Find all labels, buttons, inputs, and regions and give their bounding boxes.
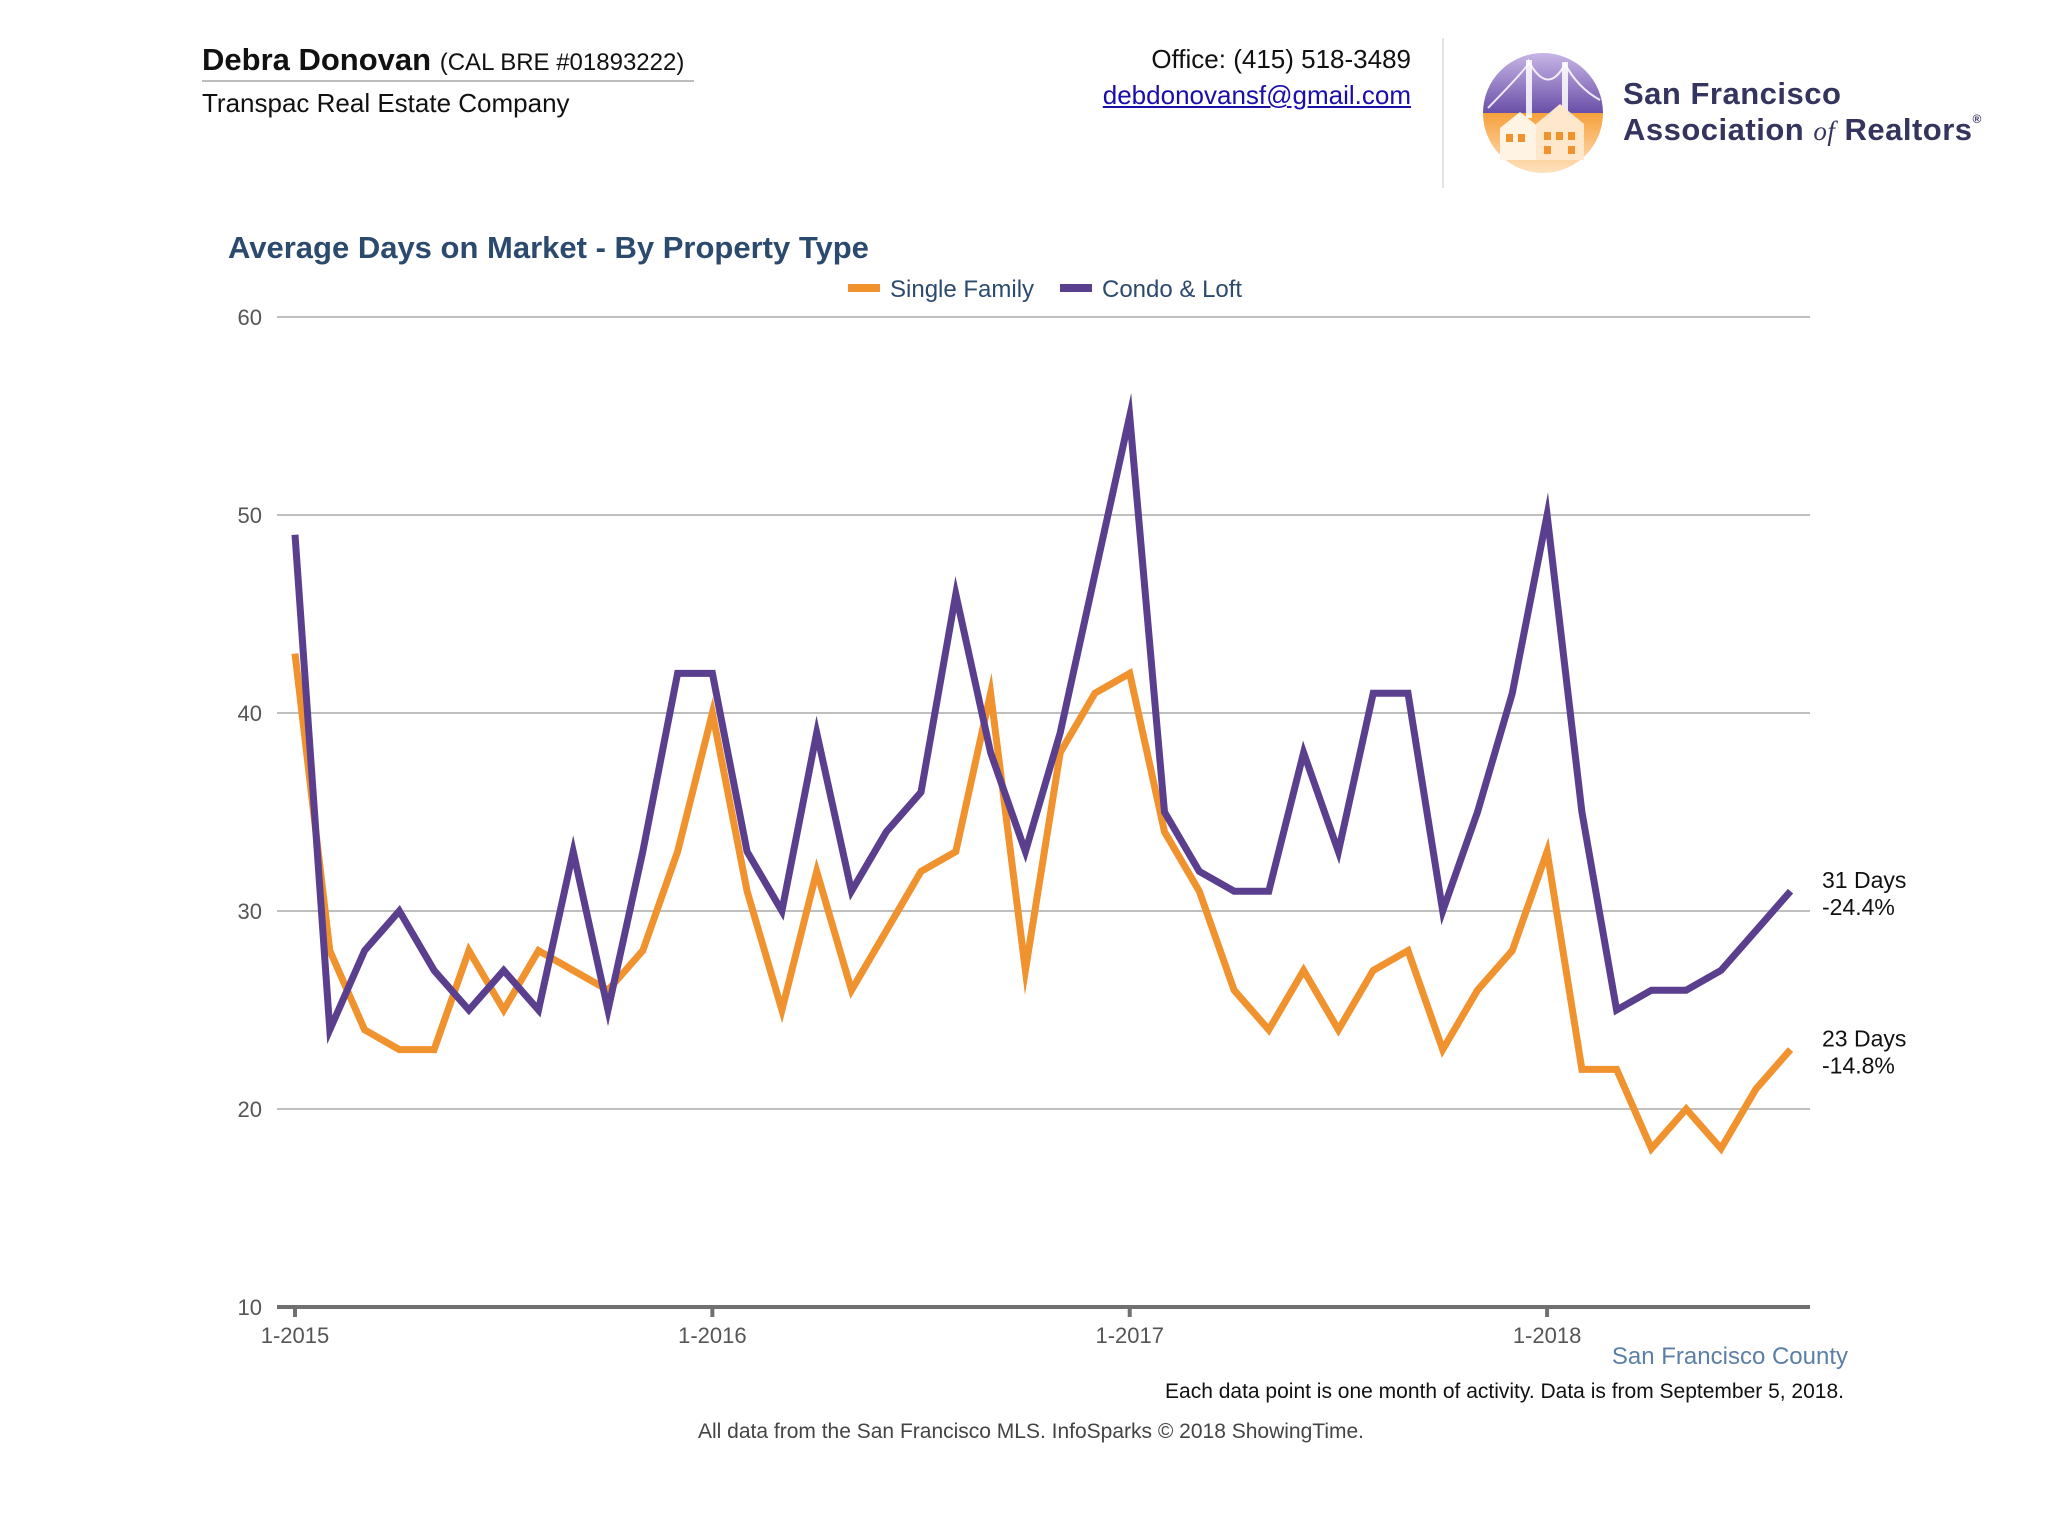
series-line xyxy=(291,392,1794,1045)
data-note: Each data point is one month of activity… xyxy=(1165,1380,1844,1403)
x-tick-label: 1-2016 xyxy=(678,1323,747,1348)
chart-title: Average Days on Market - By Property Typ… xyxy=(228,230,869,265)
y-tick-label: 30 xyxy=(238,899,262,924)
end-label-change: -24.4% xyxy=(1822,894,1895,920)
company-name: Transpac Real Estate Company xyxy=(202,88,570,118)
y-tick-label: 20 xyxy=(238,1097,262,1122)
office-phone: Office: (415) 518-3489 xyxy=(1151,44,1411,74)
x-axis: 1-2015 1-2016 1-2017 1-2018 xyxy=(261,1305,1810,1348)
agent-name: Debra Donovan xyxy=(202,42,432,77)
y-tick-label: 60 xyxy=(238,305,262,330)
agent-name-line: Debra Donovan (CAL BRE #01893222) xyxy=(202,42,684,78)
y-tick-label: 40 xyxy=(238,701,262,726)
org-name-line1: San Francisco xyxy=(1623,76,1842,111)
org-name-realtors: Realtors xyxy=(1844,112,1973,147)
end-label-days: 31 Days xyxy=(1822,867,1906,893)
x-tick-label: 1-2018 xyxy=(1513,1323,1582,1348)
chart-legend: Single Family Condo & Loft xyxy=(848,276,1242,303)
org-name-line2: Association of Realtors® xyxy=(1623,112,1982,148)
y-axis-ticks: 10 20 30 40 50 60 xyxy=(238,305,262,1320)
data-source: All data from the San Francisco MLS. Inf… xyxy=(698,1420,1365,1443)
legend-label: Single Family xyxy=(890,276,1034,303)
y-tick-label: 10 xyxy=(238,1295,262,1320)
end-label-days: 23 Days xyxy=(1822,1026,1906,1052)
x-tick-label: 1-2017 xyxy=(1095,1323,1164,1348)
region-label: San Francisco County xyxy=(1611,1343,1848,1370)
registered-mark: ® xyxy=(1972,112,1982,126)
x-tick-label: 1-2015 xyxy=(261,1323,330,1348)
license-number: (CAL BRE #01893222) xyxy=(439,49,685,76)
email-link[interactable]: debdonovansf@gmail.com xyxy=(1102,80,1411,110)
gridlines xyxy=(277,316,1810,1110)
header-divider xyxy=(202,80,694,82)
header-vertical-divider xyxy=(1442,38,1444,188)
series-line xyxy=(291,653,1794,1156)
golden-gate-houses-logo-icon xyxy=(1483,53,1603,173)
series-lines xyxy=(291,392,1794,1156)
org-name-of: of xyxy=(1813,116,1836,146)
org-name-association: Association xyxy=(1623,112,1805,147)
legend-label: Condo & Loft xyxy=(1102,276,1242,303)
series-end-labels: 23 Days-14.8% 31 Days-24.4% xyxy=(1822,867,1906,1078)
y-tick-label: 50 xyxy=(238,503,262,528)
end-label-change: -14.8% xyxy=(1822,1053,1895,1079)
